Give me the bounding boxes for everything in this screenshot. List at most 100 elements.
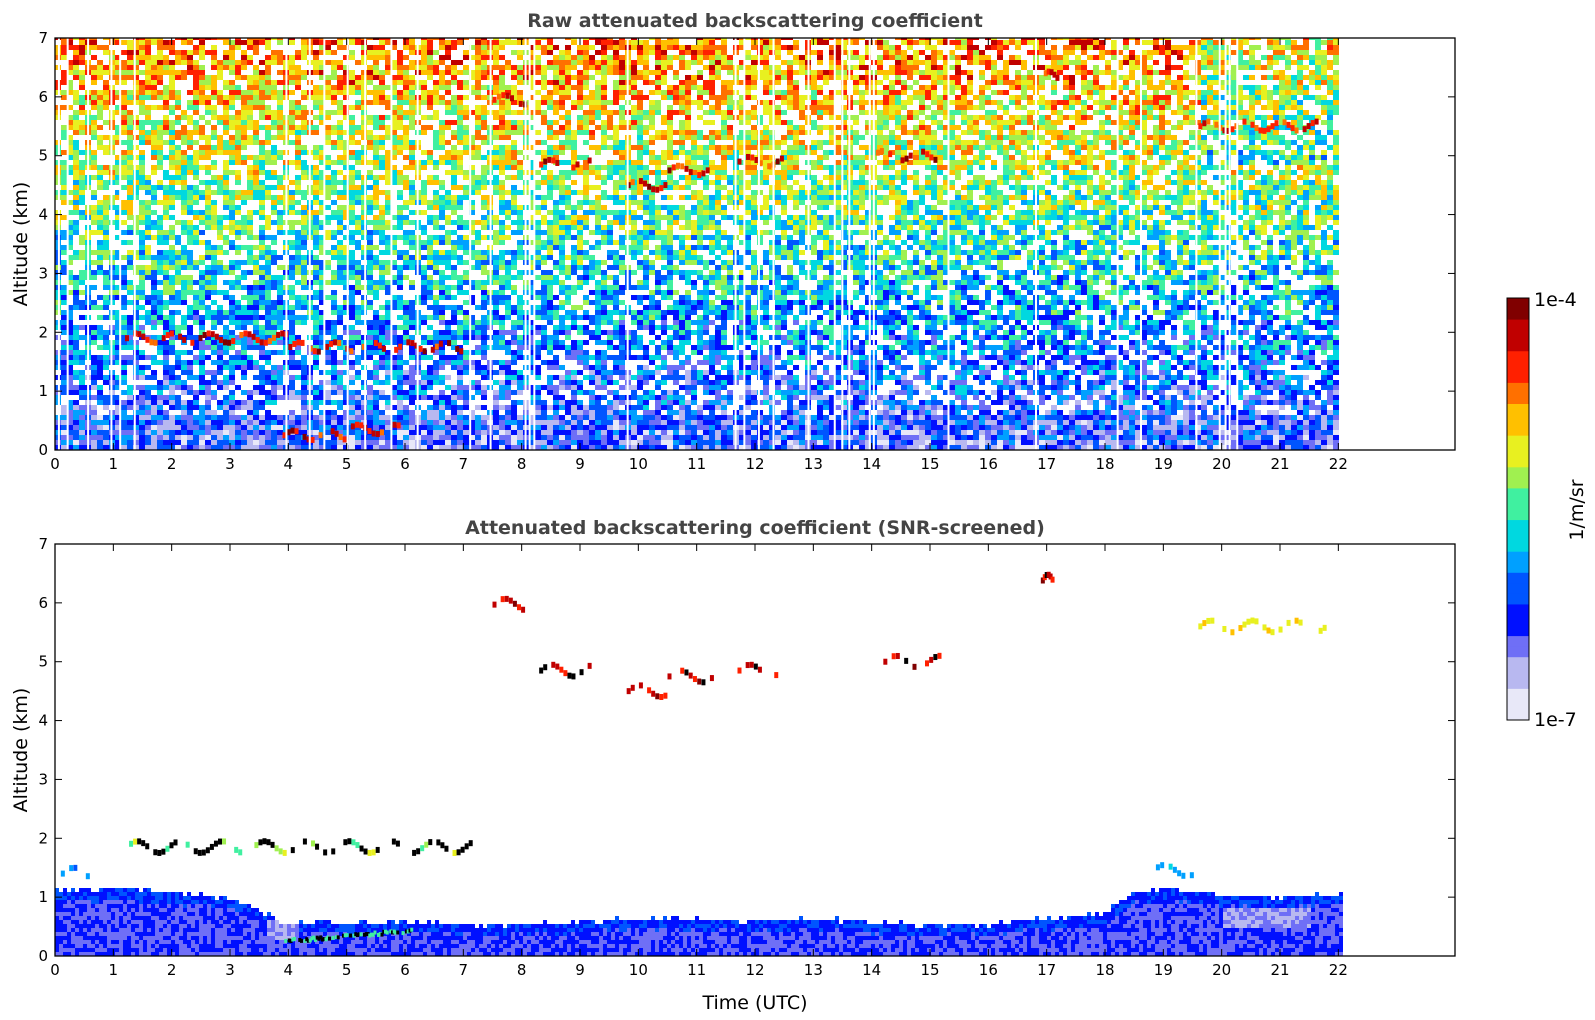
heatmap-cell bbox=[925, 415, 931, 420]
heatmap-cell bbox=[199, 415, 205, 420]
heatmap-cell bbox=[259, 315, 265, 320]
heatmap-cell bbox=[619, 325, 625, 330]
heatmap-cell bbox=[943, 425, 949, 430]
heatmap-cell bbox=[1117, 345, 1123, 350]
heatmap-cell bbox=[883, 395, 889, 400]
heatmap-cell bbox=[517, 315, 523, 320]
heatmap-cell bbox=[1117, 425, 1123, 430]
heatmap-cell bbox=[577, 330, 583, 335]
heatmap-cell bbox=[73, 335, 79, 340]
heatmap-cell bbox=[439, 410, 445, 415]
heatmap-cell bbox=[817, 440, 823, 445]
heatmap-cell bbox=[385, 350, 391, 355]
heatmap-cell bbox=[721, 300, 727, 305]
heatmap-cell bbox=[1105, 305, 1111, 310]
heatmap-cell bbox=[631, 345, 637, 350]
heatmap-cell bbox=[517, 370, 523, 375]
heatmap-cell bbox=[913, 415, 919, 420]
heatmap-cell bbox=[1057, 395, 1063, 400]
heatmap-cell bbox=[913, 345, 919, 350]
heatmap-cell bbox=[1099, 335, 1105, 340]
heatmap-cell bbox=[877, 305, 883, 310]
heatmap-cell bbox=[121, 360, 127, 365]
heatmap-cell bbox=[1231, 425, 1237, 430]
heatmap-cell bbox=[157, 320, 163, 325]
heatmap-cell bbox=[991, 330, 997, 335]
heatmap-cell bbox=[343, 305, 349, 310]
heatmap-cell bbox=[949, 365, 955, 370]
heatmap-cell bbox=[817, 380, 823, 385]
heatmap-cell bbox=[589, 425, 595, 430]
heatmap-cell bbox=[1123, 325, 1129, 330]
heatmap-cell bbox=[1087, 315, 1093, 320]
heatmap-cell bbox=[1207, 375, 1213, 380]
heatmap-cell bbox=[877, 400, 883, 405]
heatmap-cell bbox=[409, 370, 415, 375]
heatmap-cell bbox=[961, 310, 967, 315]
heatmap-cell bbox=[493, 395, 499, 400]
heatmap-cell bbox=[853, 420, 859, 425]
heatmap-cell bbox=[1141, 425, 1147, 430]
heatmap-cell bbox=[67, 310, 73, 315]
heatmap-cell bbox=[1315, 315, 1321, 320]
heatmap-cell bbox=[685, 360, 691, 365]
heatmap-cell bbox=[823, 385, 829, 390]
heatmap-cell bbox=[445, 320, 451, 325]
heatmap-cell bbox=[1069, 445, 1075, 450]
heatmap-cell bbox=[979, 390, 985, 395]
heatmap-cell bbox=[985, 435, 991, 440]
heatmap-cell bbox=[775, 435, 781, 440]
heatmap-cell bbox=[799, 340, 805, 345]
heatmap-cell bbox=[1279, 355, 1285, 360]
heatmap-cell bbox=[1267, 445, 1273, 450]
heatmap-cell bbox=[1051, 440, 1057, 445]
heatmap-cell bbox=[433, 415, 439, 420]
heatmap-cell bbox=[757, 420, 763, 425]
heatmap-cell bbox=[1297, 330, 1303, 335]
heatmap-cell bbox=[181, 405, 187, 410]
heatmap-cell bbox=[709, 350, 715, 355]
heatmap-cell bbox=[445, 420, 451, 425]
heatmap-cell bbox=[397, 305, 403, 310]
heatmap-cell bbox=[721, 445, 727, 450]
heatmap-cell bbox=[1201, 380, 1207, 385]
heatmap-cell bbox=[367, 390, 373, 395]
heatmap-cell bbox=[691, 305, 697, 310]
heatmap-cell bbox=[967, 365, 973, 370]
heatmap-cell bbox=[157, 350, 163, 355]
heatmap-cell bbox=[433, 360, 439, 365]
heatmap-cell bbox=[817, 350, 823, 355]
heatmap-cell bbox=[1183, 365, 1189, 370]
heatmap-cell bbox=[1243, 385, 1249, 390]
heatmap-cell bbox=[601, 415, 607, 420]
heatmap-cell bbox=[289, 420, 295, 425]
heatmap-cell bbox=[103, 420, 109, 425]
heatmap-cell bbox=[1087, 330, 1093, 335]
heatmap-cell bbox=[763, 395, 769, 400]
heatmap-cell bbox=[1189, 305, 1195, 310]
heatmap-cell bbox=[649, 420, 655, 425]
heatmap-cell bbox=[1009, 430, 1015, 435]
heatmap-cell bbox=[883, 330, 889, 335]
heatmap-cell bbox=[247, 400, 253, 405]
heatmap-cell bbox=[1315, 380, 1321, 385]
heatmap-cell bbox=[1135, 435, 1141, 440]
heatmap-cell bbox=[1189, 380, 1195, 385]
heatmap-cell bbox=[1249, 380, 1255, 385]
heatmap-cell bbox=[997, 360, 1003, 365]
heatmap-cell bbox=[607, 375, 613, 380]
heatmap-cell bbox=[919, 410, 925, 415]
heatmap-cell bbox=[1273, 425, 1279, 430]
heatmap-cell bbox=[253, 410, 259, 415]
heatmap-cell bbox=[619, 350, 625, 355]
heatmap-cell bbox=[457, 330, 463, 335]
heatmap-cell bbox=[1333, 410, 1339, 415]
heatmap-cell bbox=[1207, 350, 1213, 355]
heatmap-cell bbox=[397, 395, 403, 400]
heatmap-cell bbox=[463, 315, 469, 320]
heatmap-cell bbox=[919, 430, 925, 435]
heatmap-cell bbox=[829, 435, 835, 440]
heatmap-cell bbox=[313, 345, 319, 350]
heatmap-cell bbox=[1009, 400, 1015, 405]
heatmap-cell bbox=[775, 350, 781, 355]
